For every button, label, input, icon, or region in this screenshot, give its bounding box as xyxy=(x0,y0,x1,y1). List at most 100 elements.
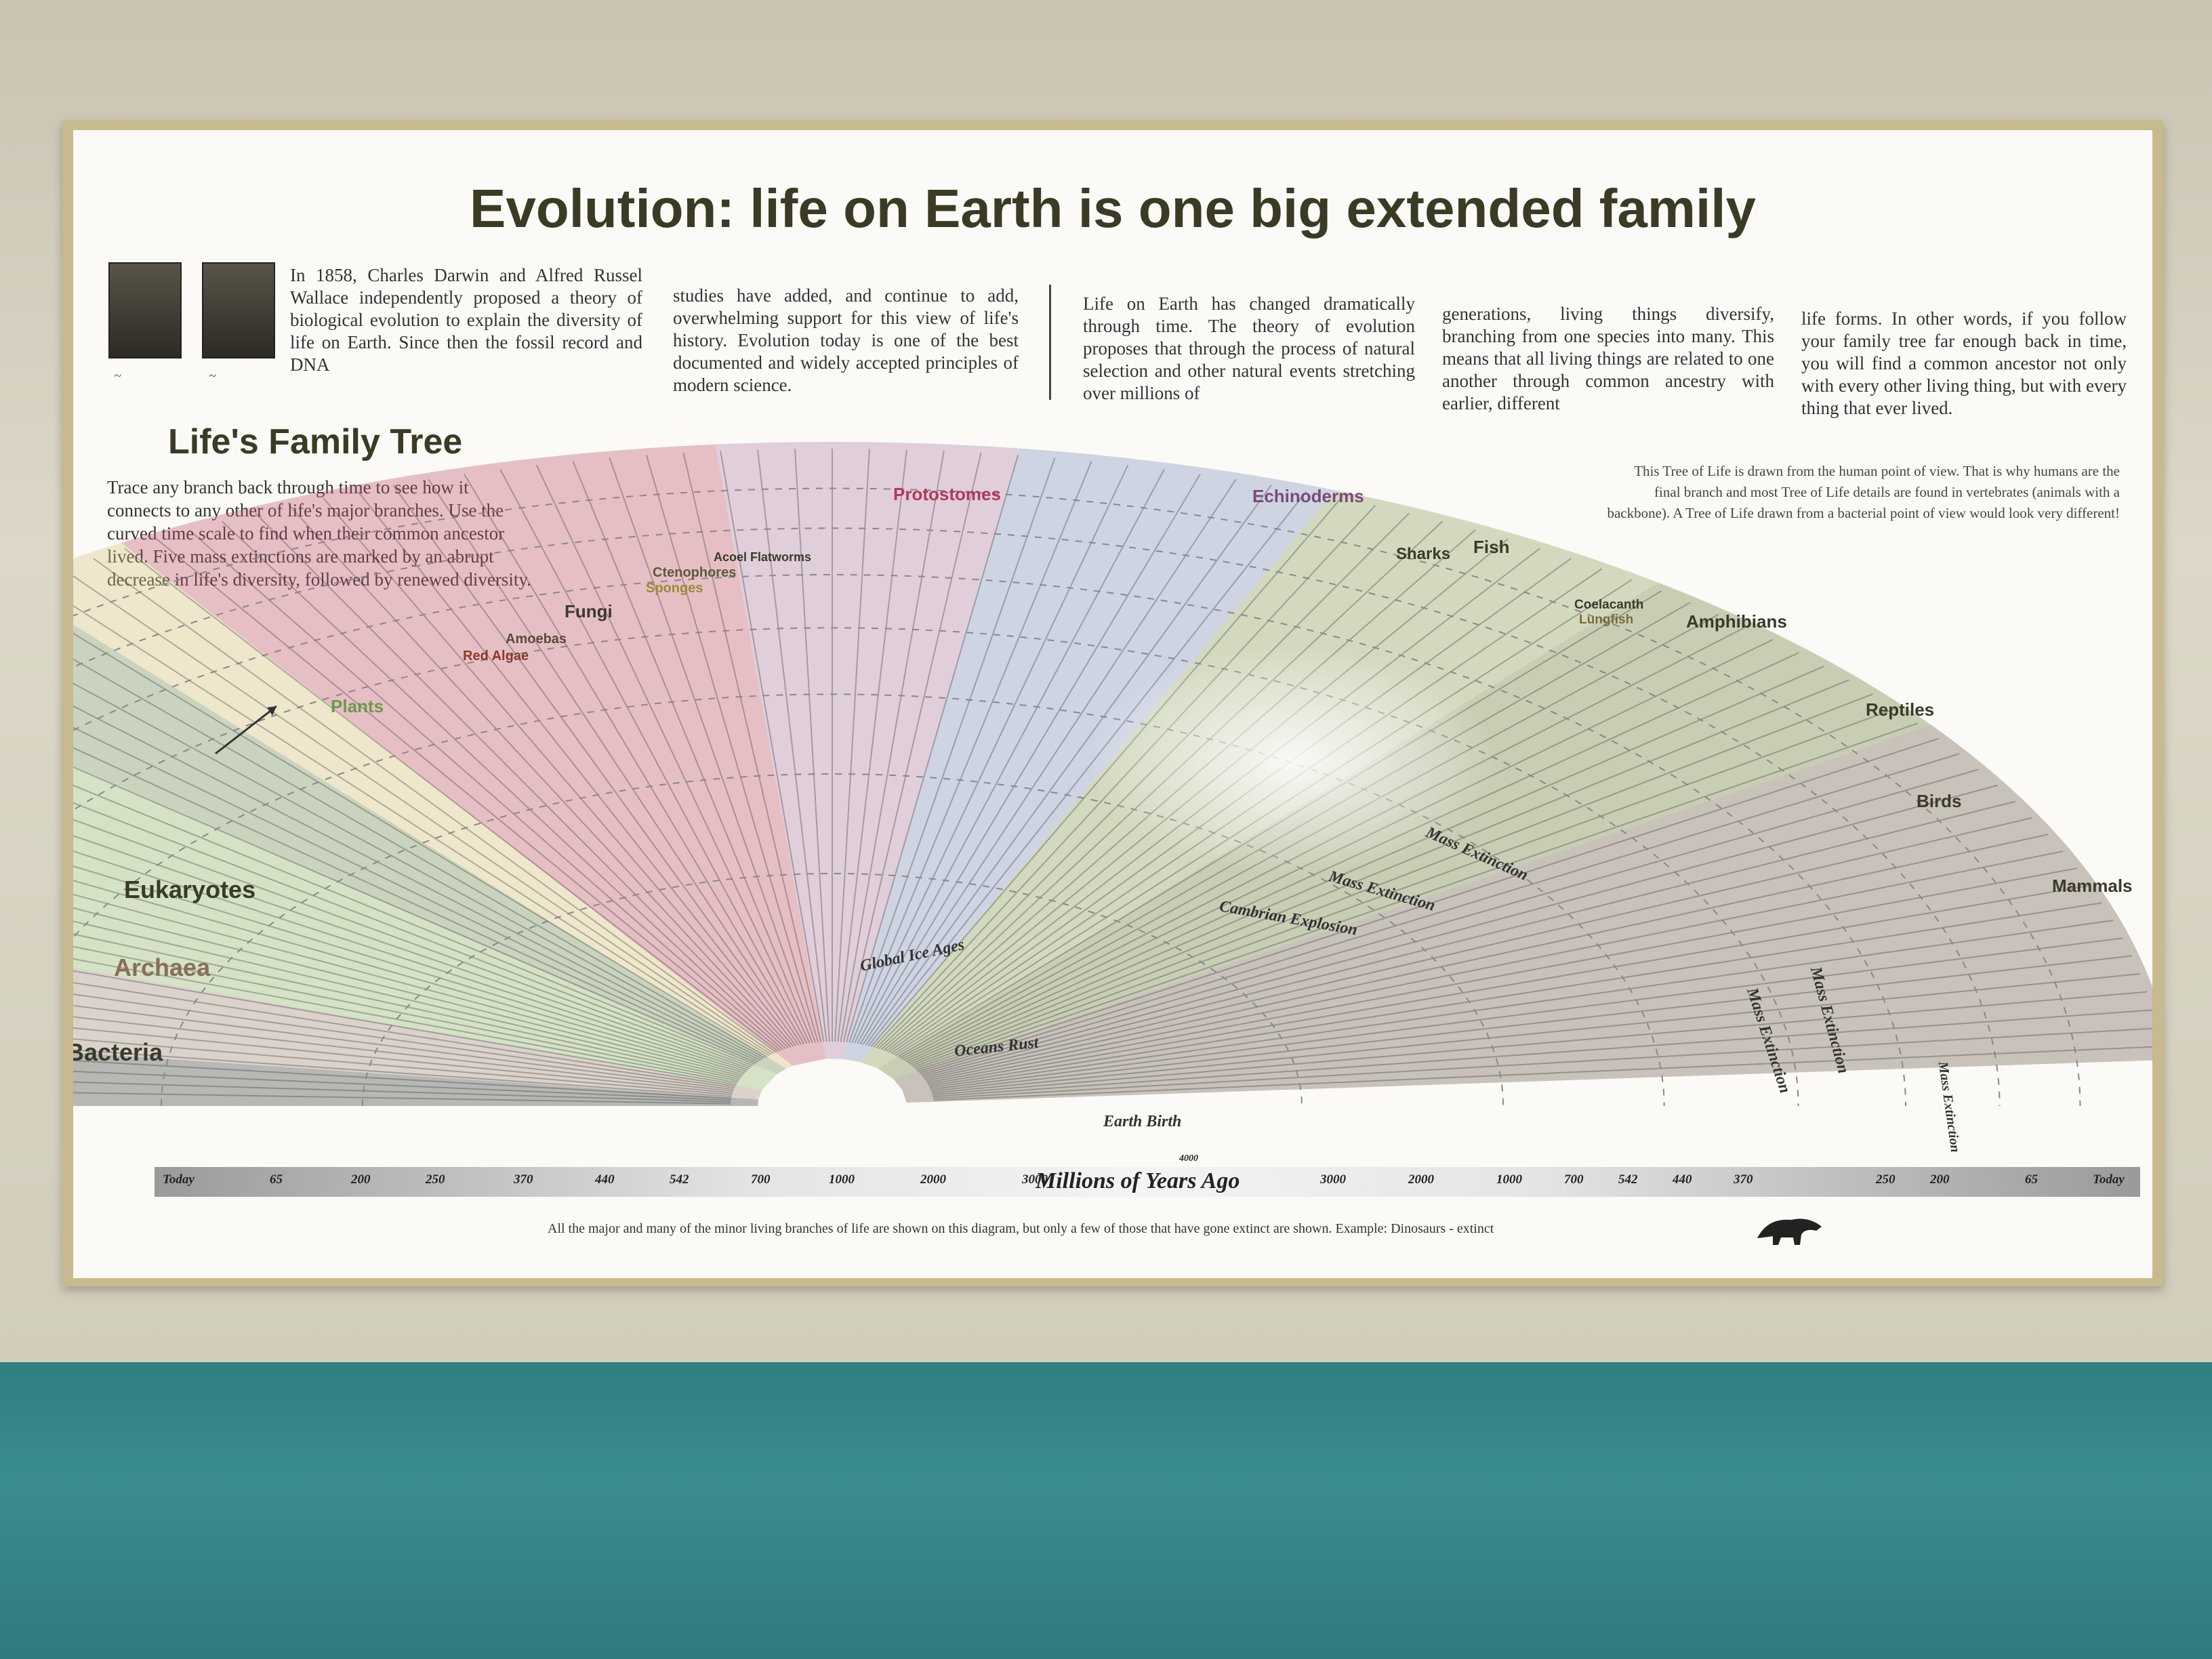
branch-line xyxy=(916,737,1940,1071)
branch-wedge xyxy=(73,967,762,1100)
branch-line xyxy=(914,722,1919,1069)
branch-wedge xyxy=(893,724,2093,1090)
branch-line xyxy=(73,632,770,1057)
label-birds: Birds xyxy=(1917,791,1962,811)
branch-line xyxy=(73,907,743,1077)
branch-line xyxy=(857,469,1165,1044)
branch-line xyxy=(918,753,1960,1073)
label-eukaryotes: Eukaryotes xyxy=(124,876,256,903)
label-amphibians: Amphibians xyxy=(1686,611,1787,632)
branch-line xyxy=(255,512,789,1049)
point-of-view-note: This Tree of Life is drawn from the huma… xyxy=(1607,463,2120,521)
label-protostomes: Protostomes xyxy=(893,484,1001,504)
branch-line xyxy=(428,478,802,1045)
branch-line xyxy=(73,1092,731,1105)
time-ring xyxy=(73,693,1665,1107)
branch-line xyxy=(323,497,794,1047)
branch-line xyxy=(854,464,1129,1044)
branch-line xyxy=(682,452,822,1042)
label-bacteria: Bacteria xyxy=(73,1038,163,1066)
branch-line xyxy=(464,474,805,1045)
branch-line xyxy=(842,452,982,1042)
branch-line xyxy=(73,1070,731,1101)
extinct-note: All the major and many of the minor livi… xyxy=(548,1221,1494,1236)
axis-tick: 1000 xyxy=(829,1172,855,1187)
branch-wedge xyxy=(73,542,793,1069)
branch-line xyxy=(392,485,800,1046)
poster-title: Evolution: life on Earth is one big exte… xyxy=(469,178,1756,239)
label-echinoderms: Echinoderms xyxy=(1252,486,1364,506)
branch-line xyxy=(93,558,777,1053)
branch-line xyxy=(73,802,754,1067)
axis-tick: 542 xyxy=(1618,1172,1638,1187)
branch-line xyxy=(720,451,825,1042)
intro-column-4: generations, living things diversify, br… xyxy=(1442,304,1774,413)
label-ctenophores: Ctenophores xyxy=(653,565,737,580)
axis-tick: 440 xyxy=(595,1172,615,1187)
eukaryote-arrow xyxy=(215,705,277,755)
axis-tick: 250 xyxy=(426,1172,445,1187)
darwin-signature: ~ xyxy=(114,369,121,384)
branch-line xyxy=(73,784,756,1065)
branch-line xyxy=(840,451,945,1042)
axis-tick: 3000 xyxy=(1022,1172,1048,1187)
branch-line xyxy=(73,970,737,1086)
axis-tick: 700 xyxy=(1564,1172,1584,1187)
branch-line xyxy=(73,575,775,1054)
branch-line xyxy=(926,867,2077,1084)
axis-tick: 542 xyxy=(670,1172,689,1187)
branch-line xyxy=(73,605,772,1055)
branch-line xyxy=(73,945,739,1082)
branch-line xyxy=(933,1009,2152,1098)
branch-line xyxy=(73,893,744,1076)
axis-tick: 3000 xyxy=(1320,1172,1346,1187)
axis-tick: 440 xyxy=(1673,1172,1692,1187)
axis-tick: 65 xyxy=(2025,1172,2038,1187)
intro-column-2: studies have added, and continue to add,… xyxy=(673,285,1019,395)
intro-column-1: In 1858, Charles Darwin and Alfred Russe… xyxy=(290,265,642,375)
branch-line xyxy=(73,819,752,1068)
branch-line xyxy=(73,920,741,1079)
intro-column-3: Life on Earth has changed dramatically t… xyxy=(1083,293,1415,403)
branch-line xyxy=(73,1060,732,1099)
branch-line xyxy=(73,865,747,1073)
branch-line xyxy=(73,850,748,1071)
branch-line xyxy=(73,1004,735,1090)
branch-line xyxy=(919,769,1980,1074)
branch-line xyxy=(73,981,736,1087)
axis-tick: 2000 xyxy=(920,1172,946,1187)
branch-line xyxy=(73,835,750,1069)
branch-line xyxy=(922,800,2016,1077)
branch-line xyxy=(924,834,2049,1080)
label-lungfish: Lungfish xyxy=(1579,613,1634,627)
branch-line xyxy=(933,1027,2152,1099)
branch-line xyxy=(862,478,1237,1045)
label-coelacanth: Coelacanth xyxy=(1574,598,1644,612)
axis-tick: 250 xyxy=(1876,1172,1896,1187)
branch-line xyxy=(920,784,1998,1076)
label-fish: Fish xyxy=(1473,537,1510,557)
branch-line xyxy=(645,455,819,1043)
time-ring xyxy=(73,627,1799,1107)
branch-wedge xyxy=(902,878,2152,1103)
time-ring xyxy=(362,873,1303,1107)
branch-line xyxy=(913,708,1896,1068)
time-rings xyxy=(73,487,2081,1107)
branch-wedge xyxy=(73,1052,759,1106)
darwin-portrait xyxy=(108,262,182,359)
branch-line xyxy=(73,682,765,1059)
label-acoel-flatworms: Acoel Flatworms xyxy=(714,550,812,564)
branch-line xyxy=(535,464,811,1044)
branch-line xyxy=(73,658,768,1058)
axis-tick: 370 xyxy=(514,1172,533,1187)
branch-line xyxy=(930,937,2123,1090)
branch-line xyxy=(73,1049,732,1098)
branch-line xyxy=(288,505,792,1048)
branch-wedge xyxy=(842,448,1335,1063)
glare-reflection xyxy=(1090,645,1496,876)
axis-tick: 200 xyxy=(1930,1172,1950,1187)
time-ring xyxy=(73,574,1906,1107)
branch-line xyxy=(929,920,2113,1089)
teal-wall-panel xyxy=(0,1362,2212,1659)
axis-label: Millions of Years Ago xyxy=(1036,1168,1240,1193)
